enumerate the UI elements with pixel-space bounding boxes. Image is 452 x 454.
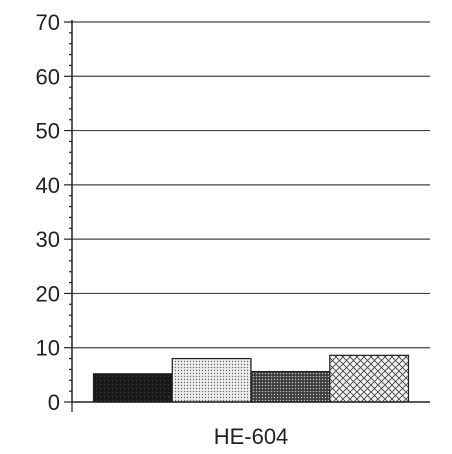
bar-series-1 (92, 373, 173, 403)
y-axis-ticks: 0 10 20 30 40 50 60 70 (36, 10, 72, 415)
y-tick-label: 30 (36, 227, 60, 252)
y-tick-label: 60 (36, 64, 60, 89)
axes (71, 20, 430, 412)
bar-series-3 (250, 371, 331, 403)
y-tick-label: 70 (36, 10, 60, 35)
x-axis-categories: HE-604 (214, 424, 289, 449)
bars (92, 354, 410, 403)
bar-series-2 (171, 357, 252, 403)
y-tick-label: 40 (36, 173, 60, 198)
y-tick-label: 50 (36, 119, 60, 144)
x-category-label: HE-604 (214, 424, 289, 449)
bar-series-4 (329, 354, 410, 403)
gridlines (72, 21, 430, 349)
y-tick-label: 0 (48, 390, 60, 415)
y-tick-label: 10 (36, 336, 60, 361)
y-tick-label: 20 (36, 281, 60, 306)
